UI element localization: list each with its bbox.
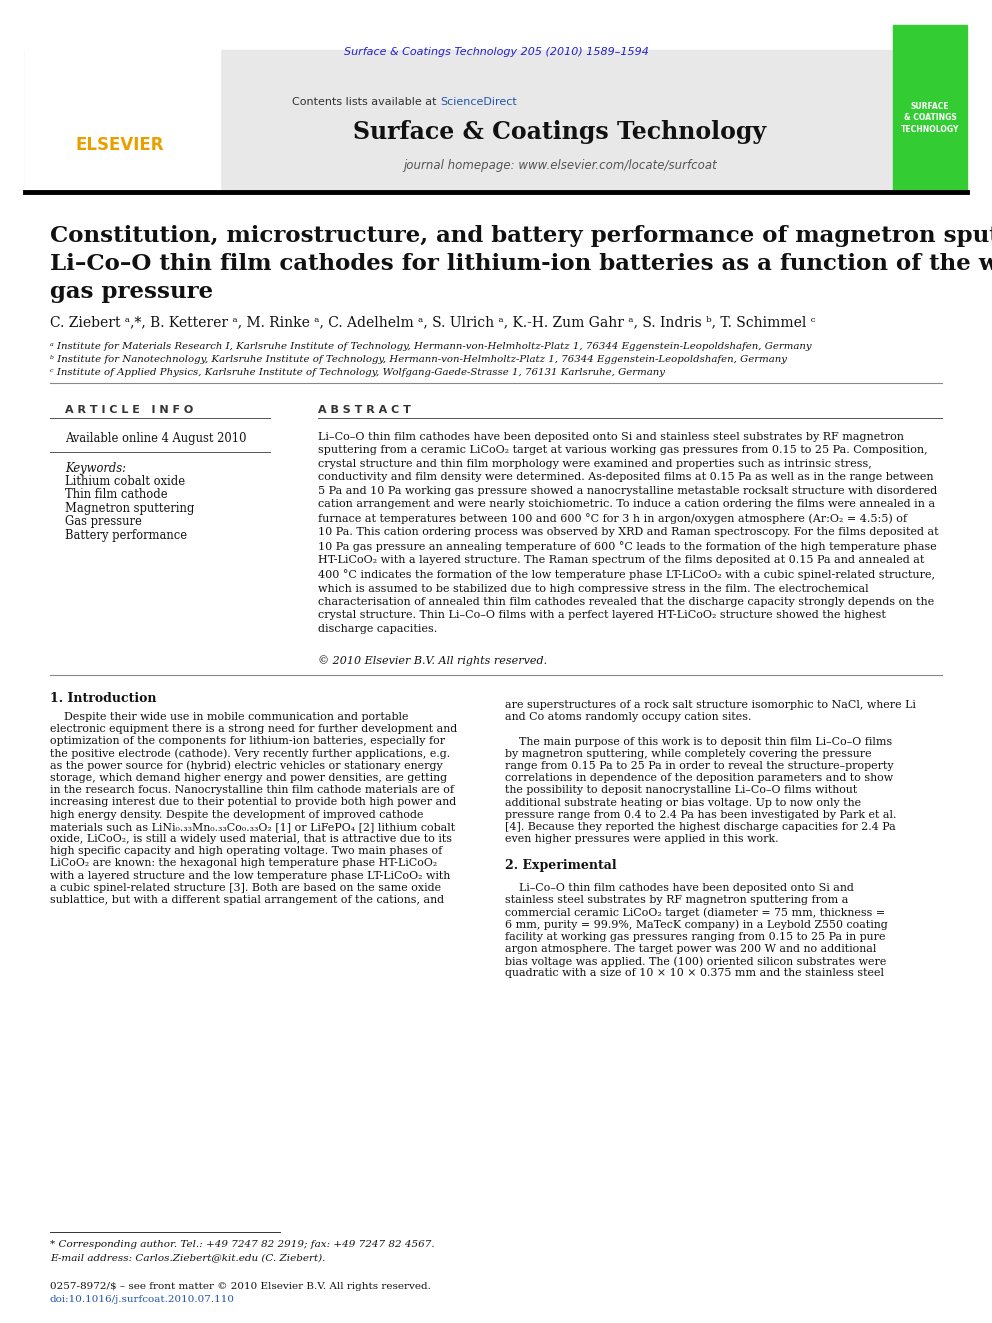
Text: Surface & Coatings Technology 205 (2010) 1589–1594: Surface & Coatings Technology 205 (2010)… [343,48,649,57]
Text: Surface & Coatings Technology: Surface & Coatings Technology [353,120,767,144]
Text: Battery performance: Battery performance [65,529,187,542]
Text: in the research focus. Nanocrystalline thin film cathode materials are of: in the research focus. Nanocrystalline t… [50,785,454,795]
Text: * Corresponding author. Tel.: +49 7247 82 2919; fax: +49 7247 82 4567.: * Corresponding author. Tel.: +49 7247 8… [50,1240,434,1249]
Text: The main purpose of this work is to deposit thin film Li–Co–O films: The main purpose of this work is to depo… [505,737,892,746]
Text: as the power source for (hybrid) electric vehicles or stationary energy: as the power source for (hybrid) electri… [50,761,442,771]
Text: Lithium cobalt oxide: Lithium cobalt oxide [65,475,186,488]
Text: ᵇ Institute for Nanotechnology, Karlsruhe Institute of Technology, Hermann-von-H: ᵇ Institute for Nanotechnology, Karlsruh… [50,355,787,364]
Text: Li–Co–O thin film cathodes for lithium-ion batteries as a function of the workin: Li–Co–O thin film cathodes for lithium-i… [50,253,992,275]
Text: even higher pressures were applied in this work.: even higher pressures were applied in th… [505,835,779,844]
Bar [25,25,220,191]
Text: quadratic with a size of 10 × 10 × 0.375 mm and the stainless steel: quadratic with a size of 10 × 10 × 0.375… [505,968,884,979]
Text: LiCoO₂ are known: the hexagonal high temperature phase HT-LiCoO₂: LiCoO₂ are known: the hexagonal high tem… [50,859,437,868]
Text: storage, which demand higher energy and power densities, are getting: storage, which demand higher energy and … [50,773,447,783]
Text: stainless steel substrates by RF magnetron sputtering from a: stainless steel substrates by RF magnetr… [505,896,848,905]
Text: 1. Introduction: 1. Introduction [50,692,157,705]
Text: journal homepage: www.elsevier.com/locate/surfcoat: journal homepage: www.elsevier.com/locat… [403,159,717,172]
Text: Constitution, microstructure, and battery performance of magnetron sputtered: Constitution, microstructure, and batter… [50,225,992,247]
Text: correlations in dependence of the deposition parameters and to show: correlations in dependence of the deposi… [505,773,893,783]
Text: © 2010 Elsevier B.V. All rights reserved.: © 2010 Elsevier B.V. All rights reserved… [318,655,548,665]
Text: ᵃ Institute for Materials Research I, Karlsruhe Institute of Technology, Hermann: ᵃ Institute for Materials Research I, Ka… [50,343,811,351]
Bar [25,50,893,191]
Text: with a layered structure and the low temperature phase LT-LiCoO₂ with: with a layered structure and the low tem… [50,871,450,881]
Text: C. Ziebert ᵃ,*, B. Ketterer ᵃ, M. Rinke ᵃ, C. Adelhelm ᵃ, S. Ulrich ᵃ, K.-H. Zum: C. Ziebert ᵃ,*, B. Ketterer ᵃ, M. Rinke … [50,315,815,329]
Text: gas pressure: gas pressure [50,280,213,303]
Text: SURFACE
& COATINGS
TECHNOLOGY: SURFACE & COATINGS TECHNOLOGY [901,102,959,134]
Text: Thin film cathode: Thin film cathode [65,488,168,501]
Text: E-mail address: Carlos.Ziebert@kit.edu (C. Ziebert).: E-mail address: Carlos.Ziebert@kit.edu (… [50,1253,325,1262]
Text: oxide, LiCoO₂, is still a widely used material, that is attractive due to its: oxide, LiCoO₂, is still a widely used ma… [50,833,452,844]
Text: facility at working gas pressures ranging from 0.15 to 25 Pa in pure: facility at working gas pressures rangin… [505,931,886,942]
Text: high energy density. Despite the development of improved cathode: high energy density. Despite the develop… [50,810,424,820]
Text: Gas pressure: Gas pressure [65,516,142,528]
Text: pressure range from 0.4 to 2.4 Pa has been investigated by Park et al.: pressure range from 0.4 to 2.4 Pa has be… [505,810,897,820]
Text: electronic equipment there is a strong need for further development and: electronic equipment there is a strong n… [50,724,457,734]
Text: A R T I C L E   I N F O: A R T I C L E I N F O [65,405,193,415]
Text: materials such as LiNi₀.₃₃Mn₀.₃₃Co₀.₃₃O₂ [1] or LiFePO₄ [2] lithium cobalt: materials such as LiNi₀.₃₃Mn₀.₃₃Co₀.₃₃O₂… [50,822,455,832]
Text: 0257-8972/$ – see front matter © 2010 Elsevier B.V. All rights reserved.: 0257-8972/$ – see front matter © 2010 El… [50,1282,431,1291]
Text: argon atmosphere. The target power was 200 W and no additional: argon atmosphere. The target power was 2… [505,945,876,954]
Text: Li–Co–O thin film cathodes have been deposited onto Si and: Li–Co–O thin film cathodes have been dep… [505,882,854,893]
Text: bias voltage was applied. The (100) oriented silicon substrates were: bias voltage was applied. The (100) orie… [505,957,887,967]
Text: Magnetron sputtering: Magnetron sputtering [65,501,194,515]
Text: by magnetron sputtering, while completely covering the pressure: by magnetron sputtering, while completel… [505,749,872,759]
Text: [4]. Because they reported the highest discharge capacities for 2.4 Pa: [4]. Because they reported the highest d… [505,822,896,832]
Bar [893,25,967,191]
Text: additional substrate heating or bias voltage. Up to now only the: additional substrate heating or bias vol… [505,798,861,807]
Text: Li–Co–O thin film cathodes have been deposited onto Si and stainless steel subst: Li–Co–O thin film cathodes have been dep… [318,433,938,634]
Text: ELSEVIER: ELSEVIER [75,136,165,153]
Text: optimization of the components for lithium-ion batteries, especially for: optimization of the components for lithi… [50,737,445,746]
Text: doi:10.1016/j.surfcoat.2010.07.110: doi:10.1016/j.surfcoat.2010.07.110 [50,1295,235,1304]
Text: a cubic spinel-related structure [3]. Both are based on the same oxide: a cubic spinel-related structure [3]. Bo… [50,882,441,893]
Text: high specific capacity and high operating voltage. Two main phases of: high specific capacity and high operatin… [50,847,442,856]
Text: A B S T R A C T: A B S T R A C T [318,405,411,415]
Text: range from 0.15 Pa to 25 Pa in order to reveal the structure–property: range from 0.15 Pa to 25 Pa in order to … [505,761,894,771]
Text: Contents lists available at: Contents lists available at [292,97,440,107]
Text: Despite their wide use in mobile communication and portable: Despite their wide use in mobile communi… [50,712,409,722]
Text: ᶜ Institute of Applied Physics, Karlsruhe Institute of Technology, Wolfgang-Gaed: ᶜ Institute of Applied Physics, Karlsruh… [50,368,665,377]
Text: Available online 4 August 2010: Available online 4 August 2010 [65,433,246,445]
Text: are superstructures of a rock salt structure isomorphic to NaCl, where Li: are superstructures of a rock salt struc… [505,700,916,710]
Text: 6 mm, purity = 99.9%, MaTecK company) in a Leybold Z550 coating: 6 mm, purity = 99.9%, MaTecK company) in… [505,919,888,930]
Text: 2. Experimental: 2. Experimental [505,859,617,872]
Text: and Co atoms randomly occupy cation sites.: and Co atoms randomly occupy cation site… [505,712,751,722]
Text: Keywords:: Keywords: [65,462,126,475]
Text: sublattice, but with a different spatial arrangement of the cations, and: sublattice, but with a different spatial… [50,894,444,905]
Text: commercial ceramic LiCoO₂ target (diameter = 75 mm, thickness =: commercial ceramic LiCoO₂ target (diamet… [505,908,885,918]
Text: the positive electrode (cathode). Very recently further applications, e.g.: the positive electrode (cathode). Very r… [50,749,450,759]
Text: the possibility to deposit nanocrystalline Li–Co–O films without: the possibility to deposit nanocrystalli… [505,786,857,795]
Text: increasing interest due to their potential to provide both high power and: increasing interest due to their potenti… [50,798,456,807]
Text: ScienceDirect: ScienceDirect [440,97,517,107]
